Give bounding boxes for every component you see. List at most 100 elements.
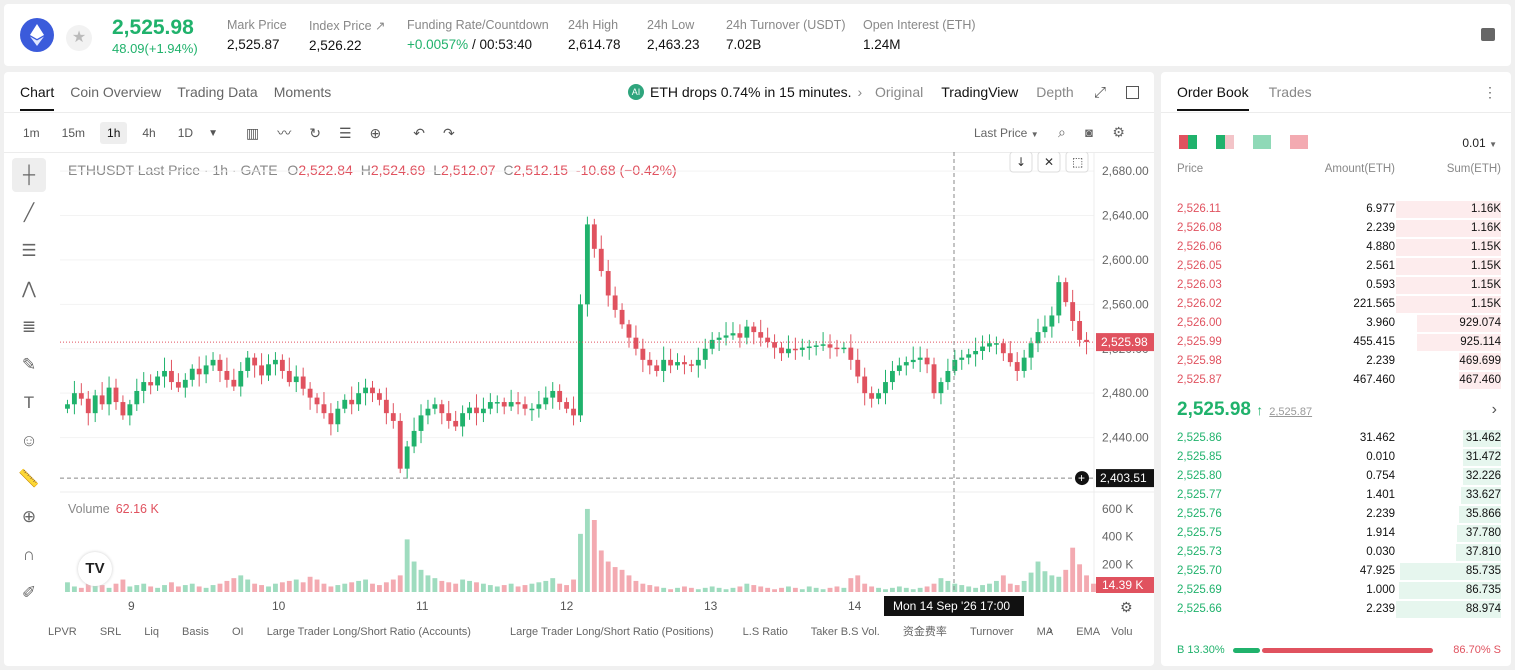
bid-row[interactable]: 2,525.77 1.401 33.627 (1177, 486, 1501, 505)
bid-row[interactable]: 2,525.70 47.925 85.735 (1177, 562, 1501, 581)
indicator-ma[interactable]: MA (1036, 626, 1054, 638)
tab-tradingview[interactable]: TradingView (941, 84, 1019, 100)
volume-bar (217, 583, 223, 592)
indicator-liq[interactable]: Liq (144, 626, 159, 638)
add-indicator-icon[interactable]: ⊕ (369, 124, 382, 141)
favorite-star-icon[interactable]: ★ (66, 25, 92, 51)
view-both-icon[interactable] (1179, 135, 1197, 149)
tab-moments[interactable]: Moments (273, 84, 332, 100)
candle-body (647, 359, 653, 366)
indicator-turnover[interactable]: Turnover (969, 626, 1014, 638)
candle-body (1070, 302, 1076, 321)
ask-row[interactable]: 2,526.11 6.977 1.16K (1177, 200, 1501, 219)
magnet-icon[interactable]: ∩ (22, 545, 36, 564)
indicator-lpvr[interactable]: LPVR (48, 626, 77, 638)
tf-4h[interactable]: 4h (142, 126, 156, 140)
templates-icon[interactable]: ☰ (338, 124, 352, 141)
volume-bar (487, 585, 493, 592)
bid-row[interactable]: 2,525.73 0.030 37.810 (1177, 543, 1501, 562)
tf-15m[interactable]: 15m (61, 126, 86, 140)
view-bids-icon[interactable] (1253, 135, 1271, 149)
book-icon[interactable] (1481, 28, 1495, 41)
depth-bar (1396, 277, 1501, 294)
chevron-right-icon[interactable]: › (1491, 401, 1497, 418)
ruler-icon[interactable]: 📏 (18, 469, 40, 488)
trendline-icon[interactable]: ╱ (23, 203, 35, 222)
price-type-select[interactable]: Last Price (974, 126, 1028, 140)
indicator-ls-accounts[interactable]: Large Trader Long/Short Ratio (Accounts) (266, 626, 471, 638)
text-icon[interactable]: T (23, 393, 35, 412)
horizontal-lines-icon[interactable]: ☰ (21, 241, 37, 260)
indicator-ls-positions[interactable]: Large Trader Long/Short Ratio (Positions… (509, 626, 714, 638)
price-type-chevron-icon[interactable]: ▼ (1030, 130, 1039, 139)
settings-gear-icon[interactable]: ⚙ (1112, 124, 1125, 140)
indicator-taker-vol[interactable]: Taker B.S Vol. (810, 626, 880, 638)
bid-row[interactable]: 2,525.75 1.914 37.780 (1177, 524, 1501, 543)
news-ticker[interactable]: AI ETH drops 0.74% in 15 minutes. › (628, 84, 862, 100)
indicators-icon[interactable]: 〰 (277, 125, 292, 141)
bid-row[interactable]: 2,525.86 31.462 31.462 (1177, 429, 1501, 448)
ask-row[interactable]: 2,526.03 0.593 1.15K (1177, 276, 1501, 295)
candle-body (370, 387, 375, 394)
bid-row[interactable]: 2,525.80 0.754 32.226 (1177, 467, 1501, 486)
replay-icon[interactable]: ↻ (309, 124, 321, 141)
stat-index-price[interactable]: Index Price ↗ 2,526.22 (309, 19, 386, 53)
camera-icon[interactable]: ◙ (1085, 125, 1094, 140)
indicator-basis[interactable]: Basis (182, 626, 209, 638)
volume-bar (1007, 583, 1013, 592)
indicator-oi[interactable]: OI (232, 626, 244, 638)
ask-row[interactable]: 2,526.02 221.565 1.15K (1177, 295, 1501, 314)
bid-row[interactable]: 2,525.76 2.239 35.866 (1177, 505, 1501, 524)
precision-chevron-icon: ▼ (1489, 140, 1497, 149)
tf-1m[interactable]: 1m (23, 126, 40, 140)
view-split-icon[interactable] (1216, 135, 1234, 149)
bid-row[interactable]: 2,525.85 0.010 31.472 (1177, 448, 1501, 467)
bid-row[interactable]: 2,525.66 2.239 88.974 (1177, 600, 1501, 619)
ask-row[interactable]: 2,526.05 2.561 1.15K (1177, 257, 1501, 276)
more-menu-icon[interactable]: ⋮ (1483, 84, 1497, 100)
chart-corner-button (1009, 152, 1033, 173)
tab-chart[interactable]: Chart (20, 84, 55, 111)
ask-row[interactable]: 2,526.00 3.960 929.074 (1177, 314, 1501, 333)
fib-icon[interactable]: ≣ (21, 317, 37, 336)
bid-row[interactable]: 2,525.69 1.000 86.735 (1177, 581, 1501, 600)
emoji-icon[interactable]: ☺ (20, 431, 38, 450)
tab-order-book[interactable]: Order Book (1177, 84, 1249, 111)
ask-row[interactable]: 2,525.98 2.239 469.699 (1177, 352, 1501, 371)
ask-row[interactable]: 2,526.06 4.880 1.15K (1177, 238, 1501, 257)
redo-icon[interactable]: ↷ (442, 124, 455, 141)
tab-trading-data[interactable]: Trading Data (177, 84, 258, 100)
tradingview-logo-icon: TV (78, 552, 112, 586)
tab-trades[interactable]: Trades (1268, 84, 1312, 100)
tf-1h[interactable]: 1h (100, 122, 128, 144)
candle-body (910, 359, 916, 363)
window-icon[interactable] (1126, 86, 1139, 99)
view-asks-icon[interactable] (1290, 135, 1308, 149)
precision-select[interactable]: 0.01 ▼ (1462, 136, 1497, 150)
chevron-down-icon[interactable]: ▼ (208, 127, 218, 139)
indicator-ema[interactable]: EMA (1076, 626, 1101, 638)
tab-coin-overview[interactable]: Coin Overview (70, 84, 162, 100)
price-chart[interactable]: 2,680.002,640.002,600.002,560.002,520.00… (60, 152, 1154, 652)
tf-1d[interactable]: 1D (177, 126, 194, 140)
search-icon[interactable]: ⌕ (1057, 124, 1066, 140)
indicator-scroll-right-icon[interactable]: › (1048, 621, 1053, 637)
expand-icon[interactable]: ⤢ (1094, 84, 1107, 101)
crosshair-icon[interactable]: ┼ (12, 158, 46, 192)
tab-original[interactable]: Original (875, 84, 924, 100)
ask-row[interactable]: 2,526.08 2.239 1.16K (1177, 219, 1501, 238)
indicator-funding[interactable]: 资金费率 (902, 626, 947, 638)
candle-type-icon[interactable]: ▥ (245, 124, 260, 141)
undo-icon[interactable]: ↶ (413, 124, 425, 141)
zoom-in-icon[interactable]: ⊕ (21, 507, 37, 526)
pattern-icon[interactable]: ⋀ (22, 279, 36, 298)
lock-icon[interactable]: ✐ (21, 583, 37, 602)
ask-row[interactable]: 2,525.87 467.460 467.460 (1177, 371, 1501, 390)
indicator-ls-ratio[interactable]: L.S Ratio (742, 626, 788, 638)
indicator-volume[interactable]: Volu (1111, 626, 1133, 638)
tab-depth[interactable]: Depth (1036, 84, 1074, 100)
brush-icon[interactable]: ✎ (21, 355, 37, 374)
candle-body (1084, 339, 1089, 343)
indicator-srl[interactable]: SRL (99, 626, 122, 638)
ask-row[interactable]: 2,525.99 455.415 925.114 (1177, 333, 1501, 352)
